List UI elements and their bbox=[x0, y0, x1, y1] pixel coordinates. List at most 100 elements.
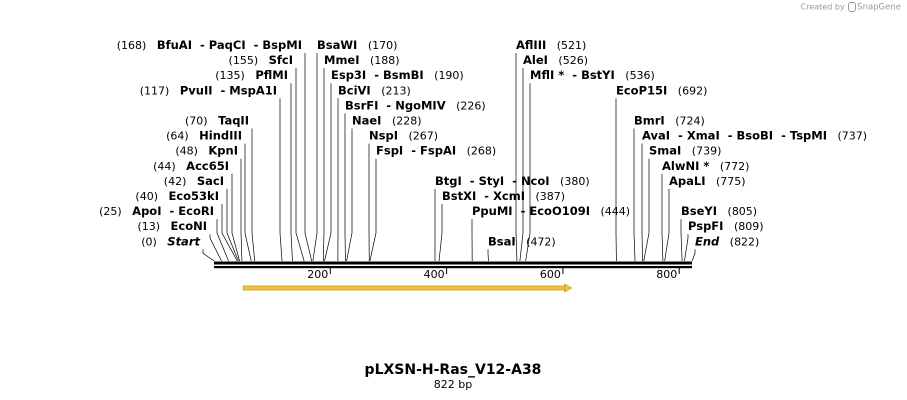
site-label-apoi[interactable]: (25) ApoI - EcoRI bbox=[99, 204, 214, 218]
site-label-pvuii[interactable]: (117) PvuII - MspA1I bbox=[140, 83, 277, 97]
enzyme-name: BspMI bbox=[262, 38, 302, 52]
scale-ticks: 200 400 600 800 bbox=[307, 268, 680, 281]
name-separator: - bbox=[246, 38, 263, 52]
name-separator: - bbox=[720, 129, 737, 143]
site-label-bsrfi[interactable]: BsrFI - NgoMIV (226) bbox=[345, 98, 486, 112]
site-label-text-hindiii: (64) HindIII bbox=[166, 129, 242, 143]
site-label-text-bstxi: BstXI - XcmI (387) bbox=[442, 189, 565, 203]
site-label-bsawi[interactable]: BsaWI (170) bbox=[317, 38, 397, 52]
site-label-text-apoi: (25) ApoI - EcoRI bbox=[99, 204, 214, 218]
site-position: (190) bbox=[424, 69, 464, 82]
site-label-taqii[interactable]: (70) TaqII bbox=[185, 114, 249, 128]
feature-body[interactable] bbox=[242, 285, 566, 291]
site-label-ecop15i[interactable]: EcoP15I (692) bbox=[616, 83, 707, 97]
leader-line-avai bbox=[641, 143, 643, 262]
site-label-mfli[interactable]: MflI * - BstYI (536) bbox=[530, 68, 655, 82]
site-label-text-mfli: MflI * - BstYI (536) bbox=[530, 68, 655, 82]
site-position: (117) bbox=[140, 84, 180, 97]
site-label-hindiii[interactable]: (64) HindIII bbox=[166, 129, 242, 143]
site-label-econi[interactable]: (13) EcoNI bbox=[137, 219, 207, 233]
enzyme-name: TspMI bbox=[790, 129, 827, 143]
leader-line-alwni bbox=[661, 173, 664, 262]
site-label-end[interactable]: End (822) bbox=[695, 234, 759, 248]
leader-line-start bbox=[202, 249, 215, 262]
site-position: (188) bbox=[360, 54, 400, 67]
site-label-text-btgi: BtgI - StyI - NcoI (380) bbox=[435, 174, 590, 188]
site-label-nspi[interactable]: NspI (267) bbox=[369, 129, 438, 143]
name-separator: - bbox=[213, 83, 230, 97]
site-label-text-pspfi: PspFI (809) bbox=[688, 219, 764, 233]
site-label-sfci[interactable]: (155) SfcI bbox=[229, 53, 293, 67]
site-label-esp3i[interactable]: Esp3I - BsmBI (190) bbox=[331, 68, 464, 82]
enzyme-name: SacI bbox=[197, 174, 224, 188]
site-label-text-esp3i: Esp3I - BsmBI (190) bbox=[331, 68, 464, 82]
enzyme-name: BmrI bbox=[634, 114, 665, 128]
leader-line-pvuii bbox=[279, 98, 283, 262]
enzyme-name: BsrFI bbox=[345, 98, 378, 112]
site-label-alei[interactable]: AleI (526) bbox=[523, 53, 588, 67]
leader-line-bmri bbox=[633, 128, 636, 262]
site-label-kpni[interactable]: (48) KpnI bbox=[175, 144, 238, 158]
site-label-bsai[interactable]: BsaI (472) bbox=[488, 234, 556, 248]
site-label-bstxi[interactable]: BstXI - XcmI (387) bbox=[442, 189, 565, 203]
site-label-text-bseyi: BseYI (805) bbox=[681, 204, 757, 218]
site-label-bfuai[interactable]: (168) BfuAI - PaqCI - BspMI bbox=[117, 38, 302, 52]
site-label-text-acc65i: (44) Acc65I bbox=[153, 159, 229, 173]
enzyme-name: PvuII bbox=[180, 83, 213, 97]
enzyme-name: BsaI bbox=[488, 234, 516, 248]
site-label-fspi[interactable]: FspI - FspAI (268) bbox=[376, 144, 496, 158]
site-label-text-afliii: AflIII (521) bbox=[516, 38, 586, 52]
leader-line-pspfi bbox=[684, 234, 689, 262]
site-position: (692) bbox=[667, 84, 707, 97]
site-label-text-end: End (822) bbox=[695, 234, 759, 248]
enzyme-name: FspAI bbox=[420, 144, 456, 158]
site-label-saci[interactable]: (42) SacI bbox=[164, 174, 224, 188]
enzyme-name: BsoBI bbox=[737, 129, 774, 143]
site-position: (724) bbox=[665, 115, 705, 128]
site-position: (267) bbox=[398, 130, 438, 143]
feature-arrowhead-icon bbox=[564, 283, 573, 293]
site-label-bseyi[interactable]: BseYI (805) bbox=[681, 204, 757, 218]
site-label-text-bsawi: BsaWI (170) bbox=[317, 38, 397, 52]
site-position: (387) bbox=[525, 190, 565, 203]
site-label-ppumi[interactable]: PpuMI - EcoO109I (444) bbox=[472, 204, 630, 218]
site-labels: (168) BfuAI - PaqCI - BspMI(155) SfcI(13… bbox=[99, 38, 867, 248]
leader-line-esp3i bbox=[324, 83, 332, 262]
feature-arrow bbox=[242, 283, 573, 293]
site-label-bmri[interactable]: BmrI (724) bbox=[634, 114, 705, 128]
tick-label-600: 600 bbox=[540, 268, 561, 281]
site-position: (268) bbox=[456, 145, 496, 158]
name-separator: - bbox=[564, 68, 581, 82]
site-position: (25) bbox=[99, 205, 132, 218]
site-label-start[interactable]: (0) Start bbox=[141, 234, 200, 248]
site-label-avai[interactable]: AvaI - XmaI - BsoBI - TspMI (737) bbox=[642, 129, 867, 143]
site-label-btgi[interactable]: BtgI - StyI - NcoI (380) bbox=[435, 174, 590, 188]
site-position: (70) bbox=[185, 115, 218, 128]
enzyme-name: BsaWI bbox=[317, 38, 357, 52]
leader-line-hindiii bbox=[244, 143, 252, 262]
site-label-smai[interactable]: SmaI (739) bbox=[649, 144, 721, 158]
leader-line-saci bbox=[226, 188, 239, 262]
site-label-mmei[interactable]: MmeI (188) bbox=[324, 53, 400, 67]
enzyme-name: MflI * bbox=[530, 68, 564, 82]
enzyme-name: AlwNI * bbox=[662, 159, 709, 173]
site-label-apali[interactable]: ApaLI (775) bbox=[669, 174, 746, 188]
enzyme-name: MspA1I bbox=[229, 83, 277, 97]
name-separator: - bbox=[476, 189, 493, 203]
site-label-alwni[interactable]: AlwNI * (772) bbox=[662, 159, 749, 173]
site-label-afliii[interactable]: AflIII (521) bbox=[516, 38, 586, 52]
enzyme-name: ApoI bbox=[132, 204, 161, 218]
site-label-eco53ki[interactable]: (40) Eco53kI bbox=[135, 189, 219, 203]
site-label-bcivi[interactable]: BciVI (213) bbox=[338, 83, 411, 97]
tick-label-200: 200 bbox=[307, 268, 328, 281]
leader-line-bfuai bbox=[304, 53, 313, 262]
leader-line-smai bbox=[643, 158, 650, 262]
site-label-naei[interactable]: NaeI (228) bbox=[352, 114, 422, 128]
site-label-pflmi[interactable]: (135) PflMI bbox=[215, 68, 288, 82]
site-label-pspfi[interactable]: PspFI (809) bbox=[688, 219, 764, 233]
site-position: (737) bbox=[827, 130, 867, 143]
site-position: (42) bbox=[164, 175, 197, 188]
site-label-acc65i[interactable]: (44) Acc65I bbox=[153, 159, 229, 173]
site-position: (775) bbox=[706, 175, 746, 188]
sequence-backbone bbox=[214, 261, 692, 269]
